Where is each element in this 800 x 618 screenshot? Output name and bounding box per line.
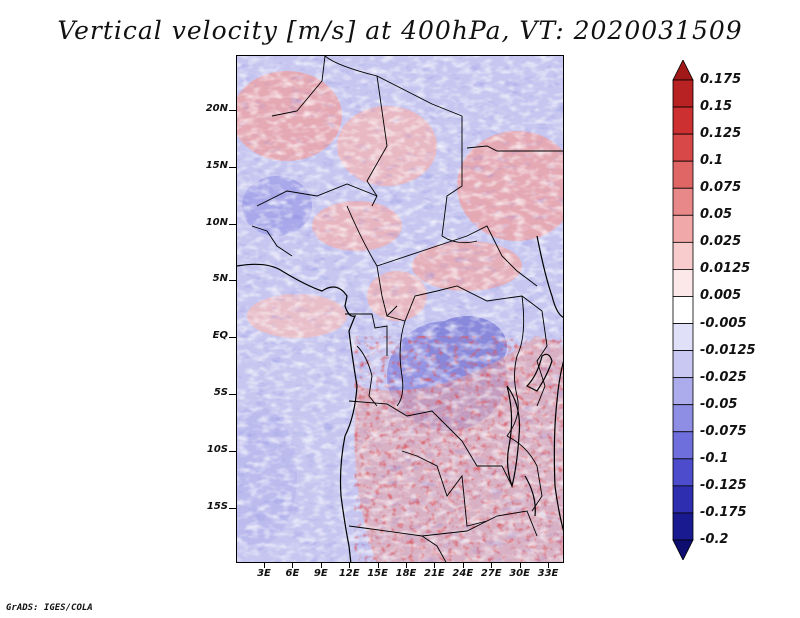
lon-tick <box>406 562 407 568</box>
country-borders <box>251 56 563 562</box>
colorbar-segment <box>672 377 694 406</box>
colorbar-label: 0.005 <box>700 288 742 304</box>
colorbar-label: 0.05 <box>700 207 733 223</box>
lon-label: 6E <box>285 568 300 579</box>
lon-label: 33E <box>537 568 559 579</box>
colorbar-label: -0.025 <box>700 369 747 385</box>
colorbar-segment <box>672 214 694 243</box>
colorbar-segment <box>672 404 694 433</box>
lat-tick <box>229 394 236 395</box>
velocity-map <box>237 56 563 562</box>
colorbar-label: 0.025 <box>700 234 742 250</box>
colorbar-label: -0.0125 <box>700 342 756 358</box>
lon-tick <box>349 562 351 568</box>
colorbar-segment <box>672 512 694 541</box>
lon-tick <box>434 562 436 568</box>
colorbar-label: 0.1 <box>700 153 724 169</box>
lat-tick <box>229 507 236 509</box>
lat-tick <box>229 450 236 452</box>
lat-label: 5S <box>213 387 228 398</box>
lat-label: EQ <box>212 330 228 342</box>
colorbar-label: 0.0125 <box>700 261 751 277</box>
lon-label: 27E <box>480 568 502 579</box>
lon-label: 12E <box>338 568 360 579</box>
colorbar-label: -0.175 <box>700 504 747 520</box>
colorbar-segment <box>672 323 694 351</box>
colorbar-label: -0.05 <box>700 396 738 412</box>
lon-label: 9E <box>313 568 328 579</box>
colorbar-segment <box>672 269 694 297</box>
colorbar-label: -0.125 <box>700 477 747 493</box>
lat-tick <box>229 223 236 225</box>
colorbar-segment <box>672 458 694 487</box>
colorbar-label: 0.075 <box>700 180 742 196</box>
lon-tick <box>519 562 521 568</box>
lon-label: 24E <box>452 568 474 579</box>
map-panel[interactable] <box>236 55 564 563</box>
lat-label: 5N <box>212 273 228 285</box>
lon-tick <box>462 562 464 568</box>
colorbar-segment <box>672 241 694 270</box>
lat-tick <box>229 110 236 111</box>
lon-tick <box>292 562 294 568</box>
colorbar-segment <box>672 79 694 108</box>
lat-tick <box>229 166 236 168</box>
lon-label: 21E <box>424 568 445 579</box>
colorbar-label: -0.2 <box>700 532 729 547</box>
colorbar-segment <box>672 187 694 216</box>
lat-tick <box>229 337 236 339</box>
lon-tick <box>320 562 322 568</box>
lon-label: 3E <box>257 568 271 579</box>
lon-label: 30E <box>509 568 530 579</box>
colorbar-segment <box>672 296 694 324</box>
lon-tick <box>264 562 265 568</box>
colorbar-label: -0.1 <box>700 450 729 466</box>
chart-title: Vertical velocity [m/s] at 400hPa, VT: 2… <box>57 16 743 45</box>
colorbar <box>672 60 694 560</box>
colorbar-label: -0.075 <box>700 423 747 439</box>
great-lakes <box>506 353 553 517</box>
colorbar-bottom-arrow <box>672 539 694 560</box>
lon-tick <box>491 562 493 568</box>
lon-label: 15E <box>367 568 388 579</box>
lon-tick <box>548 562 549 568</box>
texture-dark <box>237 56 563 562</box>
colorbar-segment <box>672 106 694 135</box>
lat-label: 20N <box>205 103 228 114</box>
lat-label: 15S <box>206 500 228 512</box>
colorbar-segment <box>672 160 694 189</box>
coastlines <box>237 235 563 562</box>
lat-label: 10S <box>206 443 228 455</box>
lon-label: 18E <box>395 568 417 579</box>
lat-tick <box>229 280 236 282</box>
colorbar-segment <box>672 431 694 460</box>
lon-tick <box>377 562 379 568</box>
lat-label: 15N <box>205 159 228 171</box>
colorbar-top-arrow <box>672 60 694 81</box>
colorbar-label: -0.005 <box>700 315 747 331</box>
colorbar-segment <box>672 350 694 379</box>
colorbar-segment <box>672 485 694 514</box>
colorbar-label: 0.125 <box>700 126 742 142</box>
colorbar-segment <box>672 133 694 162</box>
credit-text: GrADS: IGES/COLA <box>6 603 93 613</box>
colorbar-label: 0.175 <box>700 72 742 87</box>
lat-label: 10N <box>205 216 228 228</box>
colorbar-label: 0.15 <box>700 99 733 115</box>
